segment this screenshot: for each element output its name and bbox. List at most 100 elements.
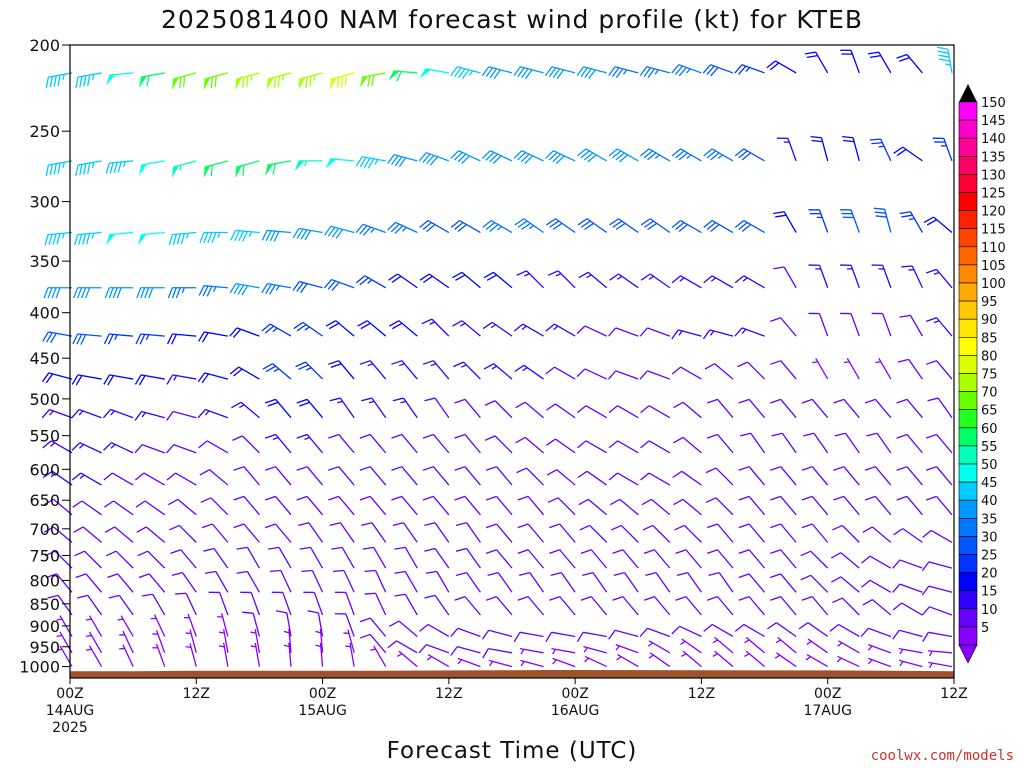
wind-barb bbox=[734, 148, 765, 162]
barb-half-flag bbox=[843, 361, 850, 364]
barb-flag bbox=[671, 329, 679, 340]
barb-flag bbox=[450, 66, 458, 77]
barb-shaft bbox=[874, 466, 892, 486]
barb-flag bbox=[72, 333, 79, 345]
barb-shaft bbox=[718, 572, 734, 593]
wind-barb bbox=[233, 495, 260, 516]
wind-barb bbox=[861, 555, 892, 569]
barb-flag bbox=[108, 594, 120, 599]
x-axis-label: Forecast Time (UTC) bbox=[387, 738, 638, 764]
barb-shaft bbox=[205, 408, 229, 419]
barb-flag bbox=[268, 546, 280, 550]
barb-shaft bbox=[398, 620, 418, 637]
barb-shaft bbox=[619, 498, 639, 516]
barb-flag bbox=[867, 51, 879, 55]
barb-half-flag bbox=[867, 645, 873, 651]
barb-flag bbox=[301, 569, 313, 572]
barb-flag bbox=[419, 273, 430, 281]
barb-shaft bbox=[928, 561, 953, 569]
wind-barb bbox=[862, 526, 892, 543]
barb-shaft bbox=[306, 398, 324, 419]
wind-barb bbox=[102, 408, 134, 419]
barb-flag bbox=[424, 397, 436, 402]
barb-shaft bbox=[432, 434, 450, 454]
barb-flag bbox=[639, 370, 648, 380]
wind-barb bbox=[203, 72, 229, 91]
wind-barb bbox=[454, 466, 481, 486]
barb-flag bbox=[518, 571, 530, 576]
barb-flag bbox=[672, 470, 683, 479]
colorbar-segment bbox=[958, 391, 978, 411]
wind-barb bbox=[776, 137, 797, 162]
wind-barb bbox=[801, 596, 829, 616]
barb-flag bbox=[871, 142, 883, 145]
barb-half-flag bbox=[745, 67, 751, 73]
wind-barb bbox=[738, 495, 766, 516]
wind-barb bbox=[484, 400, 513, 419]
barb-shaft bbox=[432, 466, 450, 486]
wind-barb bbox=[481, 66, 513, 80]
wind-barb bbox=[394, 546, 418, 569]
barb-flag bbox=[552, 68, 561, 79]
barb-flag bbox=[57, 162, 61, 174]
barb-shaft bbox=[555, 403, 576, 419]
barb-shaft bbox=[554, 366, 576, 380]
barb-flag bbox=[545, 150, 554, 159]
barb-flag bbox=[457, 224, 467, 232]
barb-flag bbox=[608, 472, 618, 481]
barb-flag bbox=[834, 432, 846, 437]
barb-flag bbox=[893, 528, 904, 536]
barb-half-flag bbox=[686, 68, 691, 74]
barb-flag bbox=[545, 631, 553, 643]
barb-shaft bbox=[246, 547, 260, 569]
barb-half-flag bbox=[78, 410, 84, 416]
barb-shaft bbox=[250, 592, 261, 616]
barb-flag bbox=[237, 284, 245, 295]
wind-barb bbox=[329, 72, 355, 91]
wind-barb bbox=[271, 591, 292, 616]
wind-barb bbox=[391, 495, 418, 516]
barb-shaft bbox=[464, 596, 481, 616]
barb-shaft bbox=[404, 571, 418, 593]
wind-barb bbox=[324, 225, 355, 239]
barb-half-flag bbox=[179, 164, 182, 171]
barb-half-flag bbox=[272, 327, 278, 333]
wind-barb bbox=[517, 495, 545, 516]
wind-barb bbox=[640, 440, 671, 454]
barb-flag bbox=[42, 331, 49, 342]
wind-barb bbox=[217, 613, 229, 637]
colorbar-label: 60 bbox=[981, 422, 998, 437]
barb-flag bbox=[199, 232, 205, 244]
wind-barb bbox=[703, 219, 734, 234]
wind-barb bbox=[832, 597, 860, 616]
wind-barb bbox=[703, 275, 734, 289]
barb-shaft bbox=[311, 570, 324, 593]
barb-flag bbox=[702, 64, 711, 74]
barb-flag bbox=[328, 360, 339, 365]
wind-barb bbox=[388, 273, 418, 289]
barb-flag bbox=[710, 152, 720, 161]
barb-flag bbox=[307, 610, 319, 614]
barb-shaft bbox=[748, 523, 766, 543]
barb-shaft bbox=[310, 547, 324, 569]
barb-shaft bbox=[586, 470, 608, 486]
barb-shaft bbox=[243, 523, 260, 543]
barb-flag bbox=[198, 440, 208, 449]
barb-flag bbox=[896, 398, 908, 404]
barb-flag bbox=[71, 442, 81, 451]
barb-shaft bbox=[717, 434, 734, 454]
wind-barb bbox=[582, 571, 608, 593]
barb-shaft bbox=[436, 571, 450, 593]
barb-flag bbox=[359, 633, 371, 639]
barb-flag bbox=[392, 322, 403, 330]
barb-half-flag bbox=[399, 363, 405, 367]
barb-shaft bbox=[685, 596, 702, 616]
barb-shaft bbox=[818, 313, 829, 337]
barb-flag bbox=[864, 466, 876, 471]
colorbar-label: 15 bbox=[981, 585, 998, 600]
wind-barb bbox=[424, 397, 450, 419]
barb-pennant bbox=[325, 158, 337, 169]
wind-barb bbox=[364, 569, 387, 593]
wind-barb bbox=[800, 574, 829, 593]
barb-flag bbox=[925, 268, 937, 274]
